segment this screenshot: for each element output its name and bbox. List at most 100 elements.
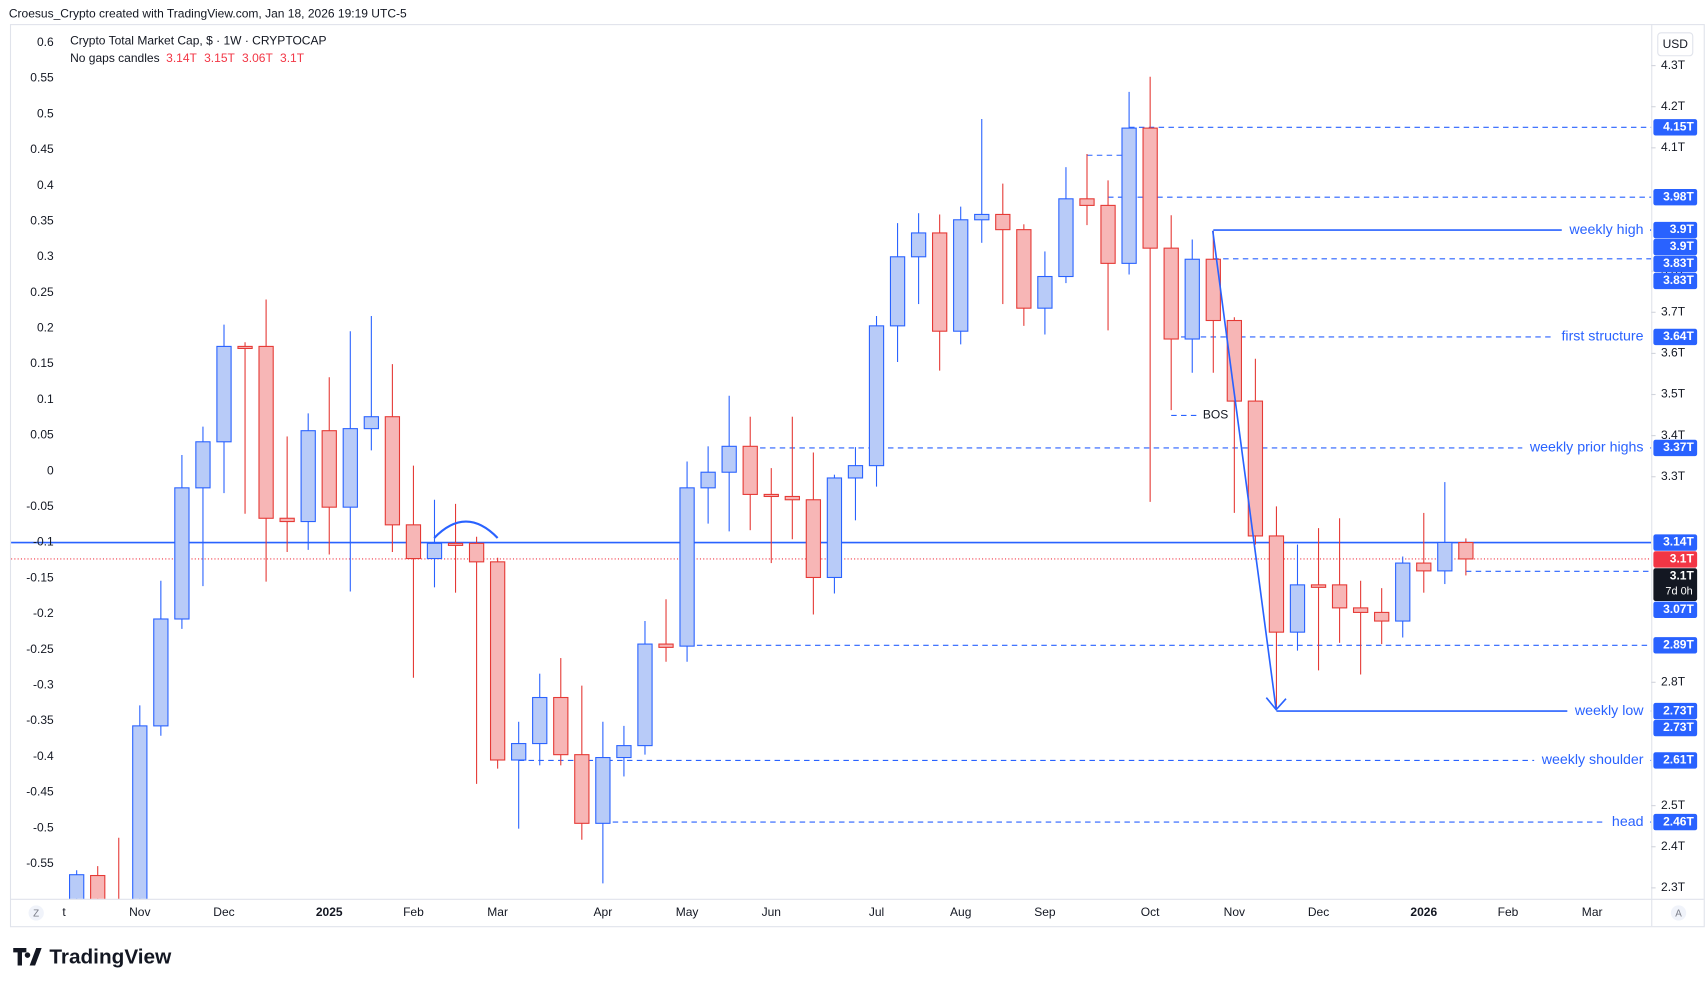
y2-tick-label: -0.4: [33, 749, 54, 763]
x-tick-label: May: [676, 905, 699, 919]
y2-tick-label: 0.5: [37, 106, 54, 120]
y2-tick-label: 0.35: [30, 213, 54, 227]
level-label: first structure: [1561, 329, 1643, 345]
price-tag-label: 3.37T: [1663, 440, 1694, 454]
candle-body: [1247, 400, 1264, 537]
y2-tick-label: 0.2: [37, 321, 54, 335]
button[interactable]: [1670, 905, 1687, 921]
y-tick-label: 3.6T: [1661, 346, 1686, 360]
y-tick-label: 2.5T: [1661, 798, 1686, 812]
candle-body: [1142, 127, 1158, 249]
x-tick-label: Sep: [1034, 905, 1056, 919]
level-label-bg: [1605, 813, 1651, 830]
candle-body: [132, 725, 148, 899]
arrow-annotation: [1211, 230, 1287, 711]
candle-body: [384, 416, 401, 526]
y2-tick-label: 0.4: [37, 178, 54, 192]
candle-body: [1226, 319, 1242, 402]
price-tag: [1653, 439, 1698, 457]
x-tick-label: Jun: [762, 905, 781, 919]
level-label: head: [1612, 814, 1644, 830]
x-tick-label: Nov: [129, 905, 150, 919]
candle-body: [1184, 258, 1200, 340]
price-tag-label: 3.83T: [1663, 273, 1694, 287]
currency[interactable]: USD: [1663, 37, 1689, 51]
candle-body: [1458, 541, 1474, 560]
price-tag-label: 3.9T: [1670, 222, 1695, 236]
candle-body: [910, 232, 927, 258]
y2-tick-label: -0.5: [33, 820, 54, 834]
candle-body: [1100, 204, 1116, 264]
candle-body: [216, 345, 232, 443]
x-tick-label: Jul: [869, 905, 884, 919]
price-tag-label: 2.73T: [1663, 703, 1694, 717]
price-tag-label: 2.89T: [1663, 637, 1694, 651]
level-label-bg: [1567, 702, 1651, 719]
arc-annotation: [433, 520, 499, 539]
y2-tick-label: -0.15: [26, 570, 54, 584]
price-tag: [1653, 255, 1698, 273]
x-tick-label: Mar: [1582, 905, 1603, 919]
y-tick-label: 4.2T: [1661, 99, 1686, 113]
ohlc-value: 3.15T: [204, 51, 235, 65]
candle-body: [553, 696, 569, 756]
price-tag: [1653, 637, 1698, 654]
candle-body: [1289, 584, 1306, 633]
x-tick-label: 2026: [1410, 905, 1437, 919]
y2-tick-label: -0.55: [26, 856, 54, 870]
y2-tick-label: -0.1: [33, 535, 54, 549]
price-tag: [1653, 719, 1698, 737]
x-tick-label: t: [62, 905, 66, 919]
y2-tick-label: -0.25: [26, 642, 54, 656]
button-label[interactable]: A: [1675, 909, 1682, 920]
frame: [9, 24, 1705, 928]
candle-body: [532, 696, 548, 745]
x-tick-label: Dec: [1308, 905, 1329, 919]
candle-body: [1416, 562, 1432, 572]
candle-body: [1037, 275, 1053, 309]
y2-tick-label: 0: [47, 463, 54, 477]
x-tick-label: Dec: [213, 905, 234, 919]
price-tag-label: 2.73T: [1663, 720, 1694, 734]
candle-body: [763, 493, 779, 498]
price-tag-label: 3.1T: [1670, 552, 1695, 566]
candle-body: [174, 487, 190, 620]
level-label: weekly prior highs: [1529, 440, 1644, 456]
button[interactable]: [28, 905, 44, 921]
candle-body: [805, 499, 822, 579]
price-tag-label: 3.07T: [1663, 602, 1694, 616]
credit: Croesus_Crypto created with TradingView.…: [9, 6, 407, 20]
candle-body: [953, 219, 969, 332]
price-tag: [1653, 238, 1698, 256]
button-label[interactable]: Z: [33, 909, 39, 920]
candle-body: [405, 524, 422, 560]
candle-body: [847, 465, 864, 479]
price-tag-label: 4.15T: [1663, 119, 1694, 133]
y2-tick-label: -0.35: [26, 713, 54, 727]
y-tick-label: 2.8T: [1661, 674, 1686, 688]
candle-body: [700, 471, 716, 489]
candle-body: [1374, 611, 1390, 622]
y2-tick-label: 0.05: [30, 428, 54, 442]
candle-body: [237, 345, 253, 350]
candle-body: [1310, 584, 1327, 588]
candle-body: [511, 743, 527, 761]
price-tag: [1653, 568, 1698, 602]
ohlc-value: 3.1T: [280, 51, 305, 65]
candle-body: [300, 430, 316, 523]
price-tag-label: 3.83T: [1663, 256, 1694, 270]
price-tag: [1653, 534, 1698, 551]
candle-body: [721, 445, 737, 473]
candle-body: [195, 441, 211, 489]
x-tick-label: Feb: [1498, 905, 1519, 919]
currency-button[interactable]: [1657, 32, 1694, 57]
candle-body: [1268, 535, 1285, 633]
level-label-bg: [1554, 328, 1651, 345]
price-tag: [1653, 813, 1698, 831]
x-tick-label: Feb: [403, 905, 424, 919]
candle-body: [342, 428, 358, 508]
candle-body: [321, 430, 337, 508]
